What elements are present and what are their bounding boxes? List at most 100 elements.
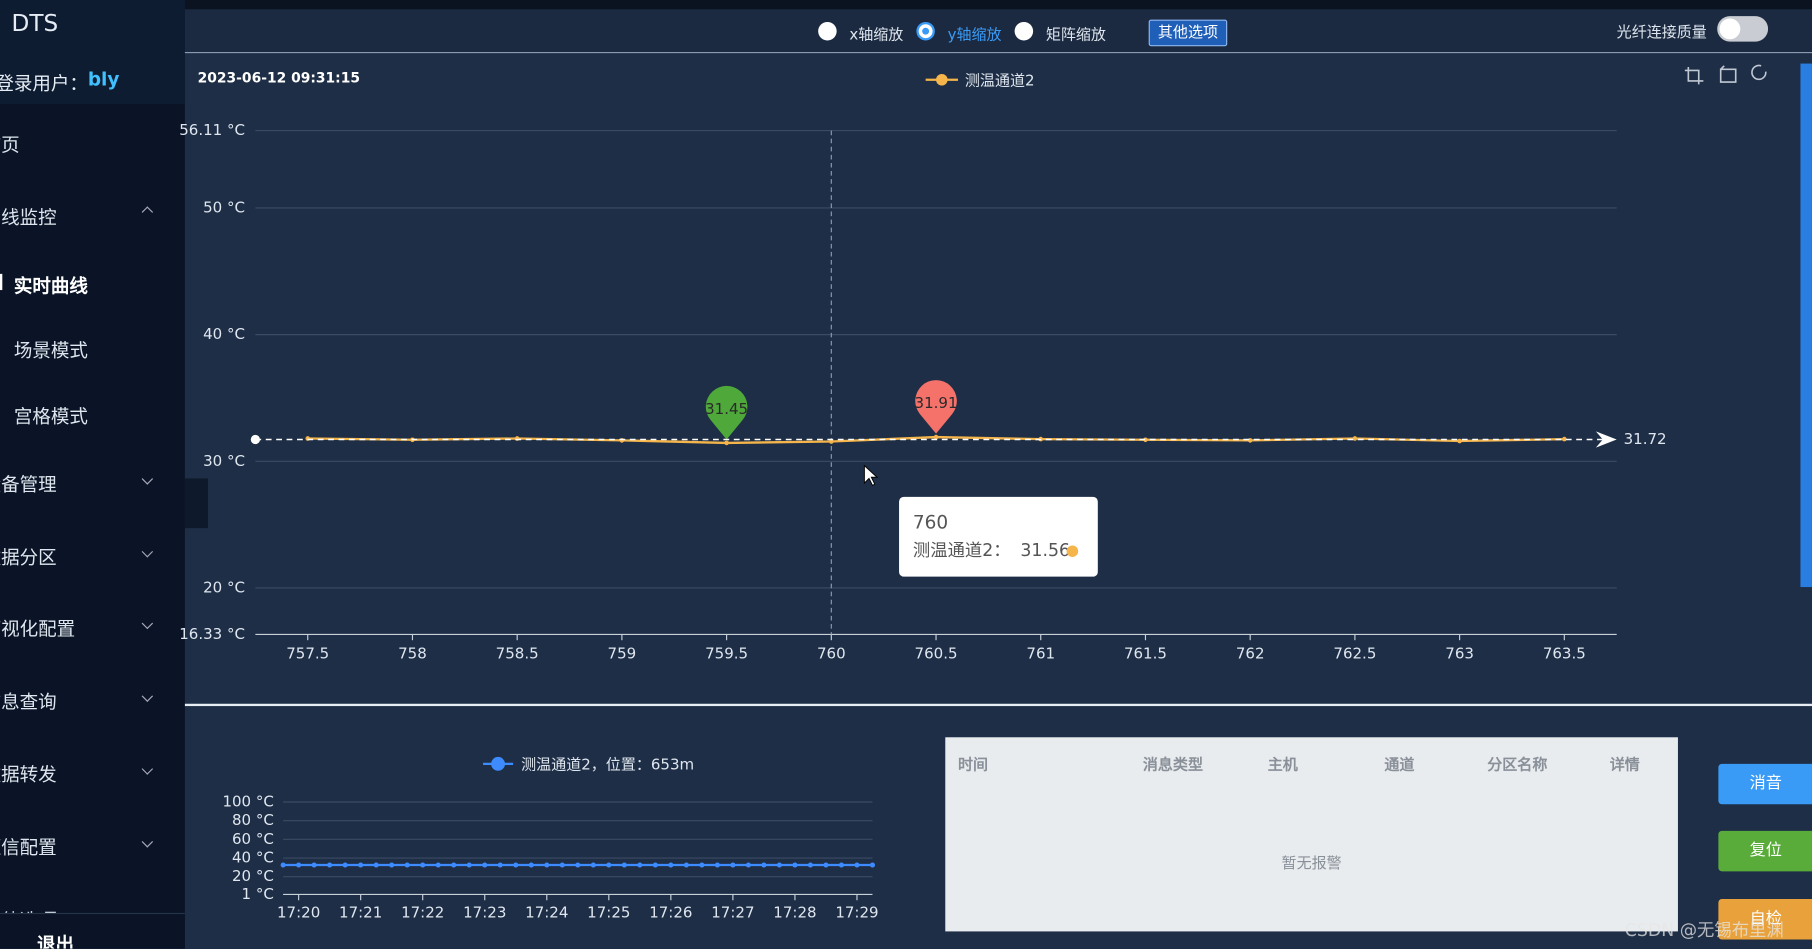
data-point [745, 862, 751, 868]
data-point [606, 862, 612, 868]
x-tick-label: 762.5 [1333, 645, 1376, 663]
y-tick-label: 100 °C [222, 792, 273, 810]
y-tick-label: 60 °C [232, 830, 274, 848]
data-point [1143, 437, 1148, 443]
action-button[interactable]: 复位 [1718, 830, 1812, 872]
x-tick-label: 763.5 [1543, 645, 1586, 663]
x-tick-label: 17:21 [339, 903, 382, 921]
data-point [829, 439, 834, 444]
brand: DTS [11, 9, 59, 37]
table-header: 分区名称 [1487, 756, 1548, 775]
menu-item[interactable]: 设备管理 [0, 473, 57, 496]
tooltip [899, 496, 1098, 577]
x-tick-label: 17:26 [649, 903, 692, 921]
data-point [668, 862, 674, 868]
toolbox-icon [1684, 67, 1704, 85]
y-tick-label: 40 °C [203, 325, 245, 343]
data-point [621, 862, 627, 868]
x-tick-label: 762 [1236, 645, 1265, 663]
data-point [637, 862, 643, 868]
radio-label[interactable]: 矩阵缩放 [1045, 26, 1106, 44]
data-point [869, 862, 876, 868]
menu-item[interactable]: 信息查询 [0, 691, 57, 714]
y-tick-label: 56.11 °C [179, 121, 245, 139]
data-point [619, 438, 625, 443]
y-tick-label: 40 °C [232, 849, 274, 867]
mark-point-pin [915, 380, 957, 434]
data-point [776, 862, 782, 868]
data-point [652, 862, 658, 868]
data-point [714, 862, 720, 868]
user-name: bly [87, 68, 120, 91]
x-tick-label: 17:29 [835, 903, 878, 921]
toolbox-icon [1719, 65, 1737, 83]
x-tick-label: 761.5 [1124, 645, 1167, 663]
data-point [590, 862, 596, 868]
menu-item[interactable]: 可视化配置 [0, 618, 76, 641]
menu-item[interactable]: 数据转发 [0, 763, 57, 786]
table-header: 时间 [957, 756, 989, 775]
data-point [528, 862, 534, 868]
user-label: 登录用户： [0, 72, 88, 95]
x-tick-label: 758 [398, 645, 427, 663]
legend-label: 测温通道2 [965, 71, 1035, 89]
action-button[interactable]: 消音 [1718, 763, 1812, 805]
data-point [1457, 438, 1462, 444]
data-point [327, 862, 333, 868]
menu-item[interactable]: 场景模式 [13, 339, 88, 362]
x-tick-label: 760 [817, 645, 846, 663]
data-point [544, 862, 550, 868]
data-point [761, 862, 767, 868]
x-tick-label: 759.5 [705, 645, 748, 663]
radio[interactable] [1014, 21, 1034, 41]
mark-point-label: 31.45 [705, 400, 748, 418]
data-point [699, 862, 705, 868]
table-header: 通道 [1384, 756, 1415, 775]
sidebar-footer [0, 912, 185, 949]
data-point [466, 862, 472, 868]
timestamp: 2023-06-12 09:31:15 [198, 71, 360, 87]
y-tick-label: 20 °C [232, 867, 274, 885]
data-point [854, 862, 860, 868]
mark-line-arrow [1595, 431, 1617, 448]
data-point [311, 862, 317, 868]
active-indicator [0, 273, 3, 291]
data-point [838, 862, 845, 868]
data-point [513, 862, 519, 868]
menu-item[interactable]: 宫格模式 [13, 405, 88, 428]
menu-item[interactable]: 在线监控 [0, 206, 57, 229]
radio[interactable] [818, 21, 837, 41]
data-point [823, 862, 829, 868]
menu-item[interactable]: 实时曲线 [13, 275, 88, 297]
x-tick-label: 17:22 [401, 903, 444, 921]
more-button[interactable]: 其他选项 [1148, 19, 1228, 47]
data-point [724, 440, 729, 446]
data-point [807, 862, 813, 868]
legend-marker [491, 756, 505, 771]
top-strip [184, 0, 1812, 10]
table-empty: 暂无报警 [1281, 855, 1342, 873]
data-point [358, 862, 364, 868]
radio-label[interactable]: x轴缩放 [849, 26, 904, 44]
radio-label[interactable]: y轴缩放 [947, 26, 1002, 44]
action-button[interactable]: 自检 [1718, 899, 1812, 940]
mark-line-label: 31.72 [1624, 430, 1667, 448]
menu-item[interactable]: 首页 [0, 134, 20, 157]
menu-item[interactable]: 短信配置 [0, 836, 57, 859]
x-tick-label: 17:23 [463, 903, 506, 921]
data-point [1247, 438, 1253, 443]
radio-dot [922, 27, 930, 35]
cursor [863, 464, 879, 486]
data-point [296, 862, 302, 868]
x-tick-label: 760.5 [915, 645, 958, 663]
data-point [559, 862, 565, 868]
logout[interactable]: 退出 [36, 933, 74, 949]
menu-item[interactable]: 数据分区 [0, 546, 57, 569]
data-point [482, 862, 488, 868]
mark-line-start [250, 434, 261, 445]
collapse-tab[interactable] [184, 478, 209, 529]
x-tick-label: 17:25 [587, 903, 630, 921]
data-point [373, 862, 379, 868]
